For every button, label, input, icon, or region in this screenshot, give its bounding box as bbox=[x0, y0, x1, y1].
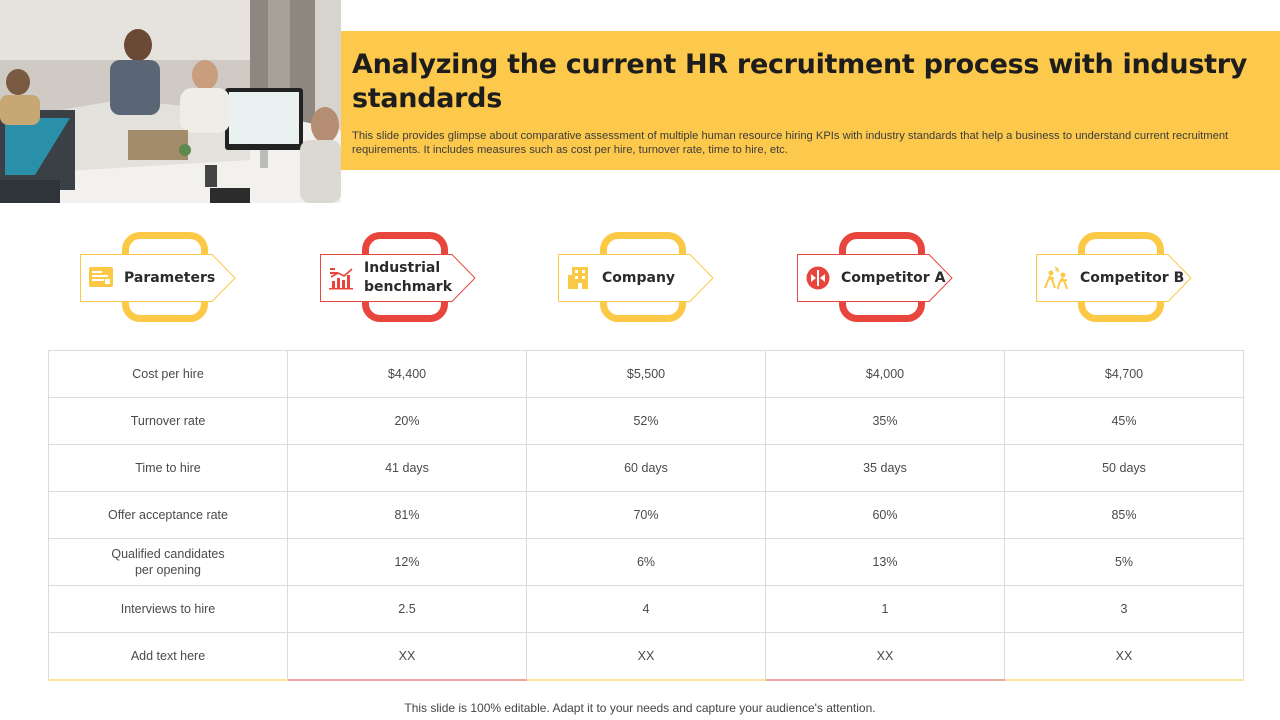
column-header-competitor-a: Competitor A bbox=[797, 232, 957, 322]
value-cell: 4 bbox=[526, 585, 766, 633]
table-row: Cost per hire $4,400 $5,500 $4,000 $4,700 bbox=[48, 350, 1244, 398]
parameter-cell: Turnover rate bbox=[48, 397, 288, 445]
table-row: Add text here XX XX XX XX bbox=[48, 632, 1244, 681]
value-cell: 45% bbox=[1004, 397, 1244, 445]
document-list-icon bbox=[86, 265, 116, 291]
column-header-parameters: Parameters bbox=[80, 232, 240, 322]
value-cell: XX bbox=[287, 632, 527, 681]
competitor-logo-icon bbox=[803, 265, 833, 291]
value-cell: 35% bbox=[765, 397, 1005, 445]
value-cell: 60% bbox=[765, 491, 1005, 539]
slide-title: Analyzing the current HR recruitment pro… bbox=[352, 49, 1248, 114]
value-cell: 20% bbox=[287, 397, 527, 445]
value-cell: XX bbox=[1004, 632, 1244, 681]
title-banner bbox=[341, 31, 1280, 170]
column-header-label: Company bbox=[602, 269, 676, 286]
parameter-cell: Cost per hire bbox=[48, 350, 288, 398]
table-row: Offer acceptance rate 81% 70% 60% 85% bbox=[48, 491, 1244, 539]
bar-chart-icon bbox=[326, 265, 356, 291]
value-cell: 70% bbox=[526, 491, 766, 539]
building-icon bbox=[564, 265, 594, 291]
column-header-company: Company bbox=[558, 232, 718, 322]
table-row: Qualified candidates per opening 12% 6% 13% 5… bbox=[48, 538, 1244, 586]
value-cell: 5% bbox=[1004, 538, 1244, 586]
column-header-industrial-benchmark: Industrial benchmark bbox=[320, 232, 480, 322]
value-cell: 85% bbox=[1004, 491, 1244, 539]
value-cell: 6% bbox=[526, 538, 766, 586]
value-cell: 41 days bbox=[287, 444, 527, 492]
parameter-cell: Offer acceptance rate bbox=[48, 491, 288, 539]
table-row: Time to hire 41 days 60 days 35 days 50 days bbox=[48, 444, 1244, 492]
value-cell: XX bbox=[526, 632, 766, 681]
kpi-comparison-table: Cost per hire $4,400 $5,500 $4,000 $4,700 Tur… bbox=[48, 350, 1244, 681]
slide-subtitle: This slide provides glimpse about compar… bbox=[352, 130, 1229, 156]
value-cell: 60 days bbox=[526, 444, 766, 492]
value-cell: $4,400 bbox=[287, 350, 527, 398]
parameter-cell: Interviews to hire bbox=[48, 585, 288, 633]
value-cell: 2.5 bbox=[287, 585, 527, 633]
table-row: Turnover rate 20% 52% 35% 45% bbox=[48, 397, 1244, 445]
value-cell: $4,000 bbox=[765, 350, 1005, 398]
value-cell: $5,500 bbox=[526, 350, 766, 398]
value-cell: 3 bbox=[1004, 585, 1244, 633]
column-header-competitor-b: Competitor B bbox=[1036, 232, 1196, 322]
column-header-label: Industrial benchmark bbox=[364, 260, 452, 295]
running-figures-icon bbox=[1042, 265, 1072, 291]
column-header-label: Competitor A bbox=[841, 269, 946, 286]
office-photo bbox=[0, 0, 341, 203]
column-header-label: Competitor B bbox=[1080, 269, 1185, 286]
value-cell: 35 days bbox=[765, 444, 1005, 492]
column-header-label: Parameters bbox=[124, 269, 216, 286]
parameter-cell: Add text here bbox=[48, 632, 288, 681]
value-cell: XX bbox=[765, 632, 1005, 681]
footer-note: This slide is 100% editable. Adapt it to… bbox=[404, 701, 876, 715]
value-cell: 52% bbox=[526, 397, 766, 445]
value-cell: 81% bbox=[287, 491, 527, 539]
value-cell: 50 days bbox=[1004, 444, 1244, 492]
value-cell: $4,700 bbox=[1004, 350, 1244, 398]
value-cell: 1 bbox=[765, 585, 1005, 633]
parameter-cell: Time to hire bbox=[48, 444, 288, 492]
table-row: Interviews to hire 2.5 4 1 3 bbox=[48, 585, 1244, 633]
value-cell: 12% bbox=[287, 538, 527, 586]
value-cell: 13% bbox=[765, 538, 1005, 586]
parameter-cell: Qualified candidates per opening bbox=[48, 538, 288, 586]
